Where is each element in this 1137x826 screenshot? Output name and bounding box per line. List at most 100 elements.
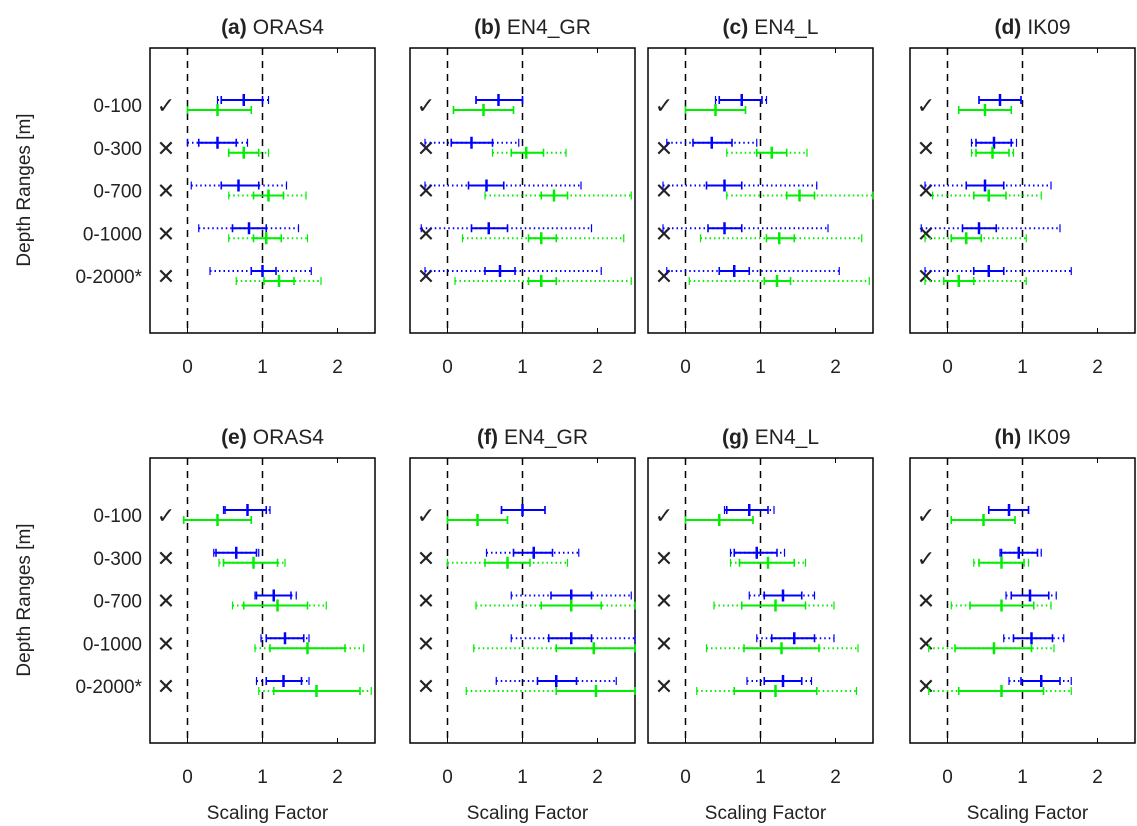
consistency-mark: ✕ — [157, 546, 175, 571]
consistency-mark: ✕ — [157, 221, 175, 246]
consistency-mark: ✕ — [917, 179, 935, 204]
category-label: 0-1000 — [83, 634, 142, 655]
panel-title-name: ORAS4 — [253, 16, 325, 39]
consistency-mark: ✕ — [417, 589, 435, 614]
consistency-mark: ✓ — [417, 503, 435, 528]
panel-c: (c) EN4_L 0 1 2 ✓ ✕ ✕ ✕ ✕ — [647, 16, 874, 378]
category-label: 0-300 — [93, 139, 142, 160]
category-label: 0-300 — [93, 549, 142, 570]
consistency-mark: ✕ — [417, 674, 435, 699]
category-label: 0-100 — [93, 506, 142, 527]
panel-title-label: (g) — [722, 426, 749, 449]
consistency-mark: ✕ — [917, 674, 935, 699]
consistency-mark: ✕ — [655, 546, 673, 571]
x-tick-label: 2 — [332, 357, 343, 378]
consistency-mark: ✕ — [157, 264, 175, 289]
panel-title-name: EN4_GR — [504, 426, 588, 449]
consistency-mark: ✕ — [157, 136, 175, 161]
panel-title-name: EN4_L — [755, 426, 819, 449]
x-tick-label: 2 — [1092, 357, 1103, 378]
x-tick-label: 0 — [680, 767, 691, 788]
consistency-mark: ✓ — [917, 546, 935, 571]
x-tick-label: 1 — [517, 767, 528, 788]
panel-title-label: (f) — [477, 426, 498, 449]
consistency-mark: ✕ — [417, 179, 435, 204]
category-label: 0-100 — [93, 96, 142, 117]
x-tick-label: 0 — [680, 357, 691, 378]
consistency-mark: ✕ — [655, 631, 673, 656]
consistency-mark: ✕ — [655, 674, 673, 699]
x-axis-label: Scaling Factor — [467, 803, 589, 824]
category-label: 0-1000 — [83, 224, 142, 245]
category-label: 0-2000* — [75, 267, 142, 288]
x-tick-label: 1 — [257, 357, 268, 378]
panel-title-name: IK09 — [1027, 16, 1070, 39]
consistency-mark: ✕ — [917, 631, 935, 656]
consistency-mark: ✕ — [417, 546, 435, 571]
x-tick-label: 1 — [517, 357, 528, 378]
consistency-mark: ✓ — [417, 93, 435, 118]
x-tick-label: 1 — [1017, 767, 1028, 788]
consistency-mark: ✕ — [157, 179, 175, 204]
x-tick-label: 0 — [942, 767, 953, 788]
panel-title-name: EN4_L — [754, 16, 818, 39]
x-tick-label: 1 — [1017, 357, 1028, 378]
consistency-mark: ✕ — [917, 264, 935, 289]
panel-d: (d) IK09 0 1 2 ✓ ✕ ✕ ✕ ✕ — [909, 16, 1136, 378]
x-tick-label: 2 — [830, 357, 841, 378]
consistency-mark: ✕ — [157, 674, 175, 699]
x-tick-label: 0 — [442, 767, 453, 788]
consistency-mark: ✕ — [417, 631, 435, 656]
x-tick-label: 0 — [442, 357, 453, 378]
consistency-mark: ✓ — [917, 93, 935, 118]
y-axis-label-top: Depth Ranges [m] — [14, 113, 35, 266]
panel-title-label: (c) — [723, 16, 749, 39]
panel-title-label: (d) — [994, 16, 1021, 39]
consistency-mark: ✕ — [917, 221, 935, 246]
x-tick-label: 1 — [755, 767, 766, 788]
panel-title-name: EN4_GR — [507, 16, 591, 39]
consistency-mark: ✕ — [917, 589, 935, 614]
consistency-mark: ✕ — [157, 631, 175, 656]
panel-title-label: (b) — [474, 16, 501, 39]
category-label: 0-2000* — [75, 677, 142, 698]
consistency-mark: ✓ — [655, 503, 673, 528]
y-axis-label-bottom: Depth Ranges [m] — [14, 523, 35, 676]
x-axis-label: Scaling Factor — [705, 803, 827, 824]
panel-title-name: ORAS4 — [253, 426, 325, 449]
consistency-mark: ✓ — [655, 93, 673, 118]
category-label: 0-700 — [93, 182, 142, 203]
consistency-mark: ✕ — [417, 221, 435, 246]
consistency-mark: ✕ — [655, 136, 673, 161]
x-axis-label: Scaling Factor — [207, 803, 329, 824]
panel-e: (e) ORAS4 0 1 2 0-100 0-300 0-700 0-1000 0-2000* S… — [75, 426, 376, 824]
panel-title-label: (e) — [221, 426, 247, 449]
x-tick-label: 0 — [182, 357, 193, 378]
consistency-mark: ✕ — [417, 136, 435, 161]
panel-b: (b) EN4_GR 0 1 2 ✓ ✕ ✕ ✕ ✕ — [409, 16, 636, 378]
panel-a: (a) ORAS4 0 1 2 0-100 0-300 0-700 0-1000 0-2000* ✓… — [75, 16, 376, 378]
consistency-mark: ✕ — [655, 221, 673, 246]
consistency-mark: ✓ — [917, 503, 935, 528]
x-tick-label: 2 — [830, 767, 841, 788]
panel-title: (d) IK09 — [994, 16, 1070, 39]
panel-title: (a) ORAS4 — [221, 16, 324, 39]
consistency-mark: ✕ — [655, 264, 673, 289]
panel-title-label: (h) — [994, 426, 1021, 449]
x-tick-label: 1 — [257, 767, 268, 788]
panel-title: (e) ORAS4 — [221, 426, 324, 449]
category-label: 0-700 — [93, 592, 142, 613]
x-axis-label: Scaling Factor — [967, 803, 1089, 824]
consistency-mark: ✕ — [655, 589, 673, 614]
consistency-mark: ✓ — [157, 93, 175, 118]
x-tick-label: 2 — [332, 767, 343, 788]
x-tick-label: 0 — [942, 357, 953, 378]
panel-title: (c) EN4_L — [723, 16, 819, 39]
x-tick-label: 2 — [592, 357, 603, 378]
consistency-mark: ✕ — [417, 264, 435, 289]
